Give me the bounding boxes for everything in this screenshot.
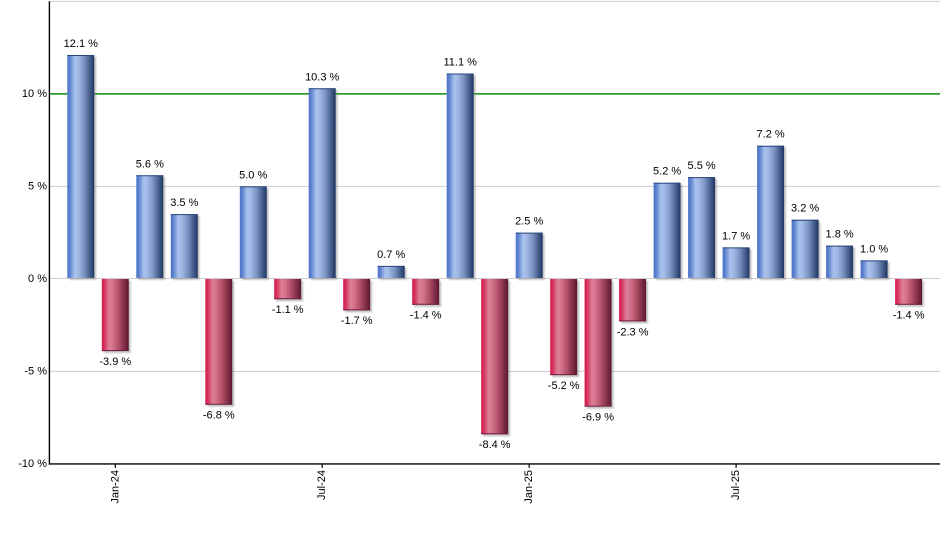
svg-text:-6.8 %: -6.8 % xyxy=(203,410,235,422)
svg-text:-1.7 %: -1.7 % xyxy=(341,315,373,327)
svg-text:10.3 %: 10.3 % xyxy=(305,71,339,83)
svg-text:0 %: 0 % xyxy=(28,273,47,285)
svg-text:10 %: 10 % xyxy=(22,88,47,100)
svg-text:-1.4 %: -1.4 % xyxy=(893,310,925,322)
svg-text:-8.4 %: -8.4 % xyxy=(479,439,511,451)
svg-text:-6.9 %: -6.9 % xyxy=(582,411,614,423)
svg-text:5.5 %: 5.5 % xyxy=(688,160,716,172)
svg-text:Jul-24: Jul-24 xyxy=(316,470,328,500)
svg-text:-2.3 %: -2.3 % xyxy=(617,326,649,338)
svg-text:5.2 %: 5.2 % xyxy=(653,166,681,178)
svg-text:1.8 %: 1.8 % xyxy=(826,229,854,241)
svg-text:3.2 %: 3.2 % xyxy=(791,203,819,215)
svg-text:-5 %: -5 % xyxy=(24,365,47,377)
svg-text:12.1 %: 12.1 % xyxy=(64,38,98,50)
svg-text:5 %: 5 % xyxy=(28,180,47,192)
svg-text:Jul-25: Jul-25 xyxy=(730,470,742,500)
svg-text:-1.4 %: -1.4 % xyxy=(410,310,442,322)
svg-text:11.1 %: 11.1 % xyxy=(443,57,477,69)
svg-text:-10 %: -10 % xyxy=(18,458,47,470)
svg-text:-1.1 %: -1.1 % xyxy=(272,304,304,316)
svg-text:-5.2 %: -5.2 % xyxy=(548,380,580,392)
svg-text:1.7 %: 1.7 % xyxy=(722,230,750,242)
svg-text:7.2 %: 7.2 % xyxy=(757,129,785,141)
svg-text:3.5 %: 3.5 % xyxy=(170,197,198,209)
svg-text:5.6 %: 5.6 % xyxy=(136,158,164,170)
svg-text:Jan-24: Jan-24 xyxy=(109,470,121,504)
svg-text:2.5 %: 2.5 % xyxy=(515,216,543,228)
svg-text:Jan-25: Jan-25 xyxy=(523,470,535,504)
svg-text:-3.9 %: -3.9 % xyxy=(99,356,131,368)
svg-text:0.7 %: 0.7 % xyxy=(377,249,405,261)
svg-text:5.0 %: 5.0 % xyxy=(239,169,267,181)
svg-text:1.0 %: 1.0 % xyxy=(860,243,888,255)
